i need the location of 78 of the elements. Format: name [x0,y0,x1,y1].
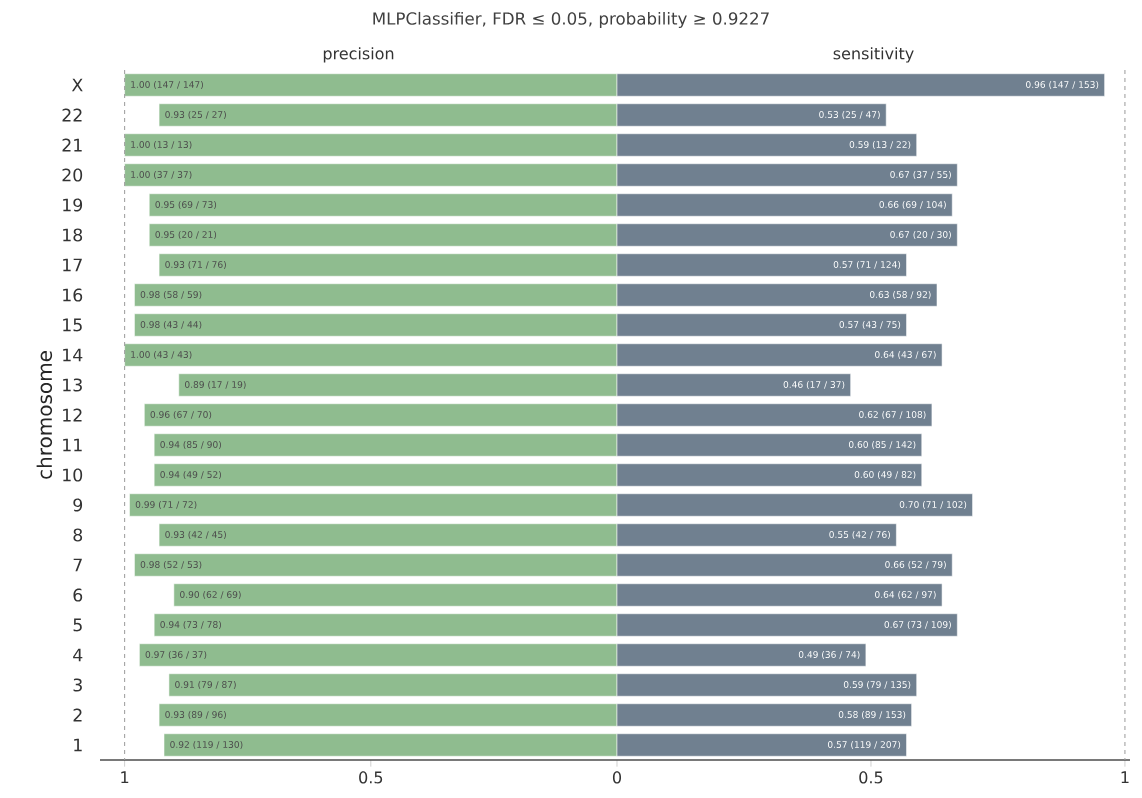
y-tick-label: 19 [63,198,83,212]
y-tick-label: 8 [73,528,83,542]
data-label: 0.59 (13 / 22) [849,140,911,150]
y-tick-label: 9 [73,498,83,512]
y-tick-label: 11 [63,438,82,452]
data-label: 1.00 (37 / 37) [131,170,192,180]
data-label: 0.95 (69 / 73) [155,200,217,210]
data-label: 0.97 (36 / 37) [145,650,207,660]
y-tick-label: 22 [62,108,82,122]
y-axis-title: chromosome [36,351,53,479]
data-label: 0.94 (85 / 90) [160,440,221,450]
y-tick-label: 4 [73,648,83,662]
data-label: 0.60 (85 / 142) [848,440,916,450]
data-label: 0.55 (42 / 76) [829,530,890,540]
data-label: 0.96 (67 / 70) [150,410,212,420]
y-tick-label: 7 [73,558,82,572]
data-label: 0.93 (71 / 76) [165,260,226,270]
y-tick-label: 21 [62,138,82,152]
data-label: 0.70 (71 / 102) [899,500,967,510]
data-label: 1.00 (147 / 147) [131,80,203,90]
data-label: 0.93 (89 / 96) [165,710,226,720]
data-label: 0.67 (73 / 109) [884,620,951,630]
y-tick-label: 13 [63,378,82,392]
y-tick-label: 17 [63,258,82,272]
data-label: 0.57 (119 / 207) [827,740,901,750]
data-label: 0.94 (73 / 78) [160,620,221,630]
data-label: 0.93 (25 / 27) [165,110,226,120]
data-label: 0.59 (79 / 135) [843,680,911,690]
y-tick-label: 12 [63,408,82,422]
x-tick-label: 0 [612,771,622,784]
y-tick-label: 3 [73,678,82,692]
data-label: 0.92 (119 / 130) [170,740,243,750]
y-tick-label: 15 [63,318,82,332]
data-label: 0.63 (58 / 92) [869,290,931,300]
x-tick-label: 0.5 [359,771,383,784]
data-label: 0.49 (36 / 74) [798,650,860,660]
data-label: 0.98 (52 / 53) [140,560,202,570]
data-label: 0.60 (49 / 82) [854,470,916,480]
y-tick-label: 20 [62,168,83,182]
y-tick-label: 14 [63,348,83,362]
data-label: 0.67 (20 / 30) [890,230,951,240]
data-label: 0.93 (42 / 45) [165,530,226,540]
y-tick-label: 18 [63,228,83,242]
data-label: 0.53 (25 / 47) [819,110,880,120]
data-label: 0.95 (20 / 21) [155,230,217,240]
data-label: 0.98 (58 / 59) [140,290,202,300]
y-tick-label: X [71,78,83,92]
data-label: 0.66 (69 / 104) [879,200,946,210]
y-tick-label: 10 [63,468,83,482]
x-tick-label: 0.5 [859,771,883,784]
data-label: 0.57 (43 / 75) [839,320,901,330]
data-label: 1.00 (13 / 13) [131,140,192,150]
data-label: 0.94 (49 / 52) [160,470,221,480]
chart-subtitle: sensitivity [833,47,914,63]
y-tick-label: 5 [73,618,82,632]
data-label: 0.91 (79 / 87) [175,680,236,690]
data-label: 0.58 (89 / 153) [838,710,906,720]
data-label: 0.96 (147 / 153) [1026,80,1099,90]
x-tick-label: 1 [1121,771,1129,784]
data-label: 0.67 (37 / 55) [890,170,951,180]
y-tick-label: 1 [74,738,82,752]
data-label: 0.64 (62 / 97) [875,590,936,600]
data-label: 0.89 (17 / 19) [184,380,246,390]
data-label: 1.00 (43 / 43) [131,350,192,360]
chart-subtitle: precision [323,47,394,63]
data-label: 0.98 (43 / 44) [140,320,202,330]
data-label: 0.64 (43 / 67) [875,350,936,360]
data-label: 0.66 (52 / 79) [885,560,946,570]
y-tick-label: 2 [73,708,82,722]
data-label: 0.90 (62 / 69) [180,590,241,600]
data-label: 0.62 (67 / 108) [859,410,926,420]
data-label: 0.99 (71 / 72) [135,500,197,510]
y-tick-label: 16 [63,288,83,302]
y-tick-label: 6 [73,588,83,602]
chart-title: MLPClassifier, FDR ≤ 0.05, probability ≥ 0.9227 [373,11,769,29]
x-tick-label: 1 [121,771,129,784]
data-label: 0.46 (17 / 37) [783,380,845,390]
data-label: 0.57 (71 / 124) [833,260,901,270]
